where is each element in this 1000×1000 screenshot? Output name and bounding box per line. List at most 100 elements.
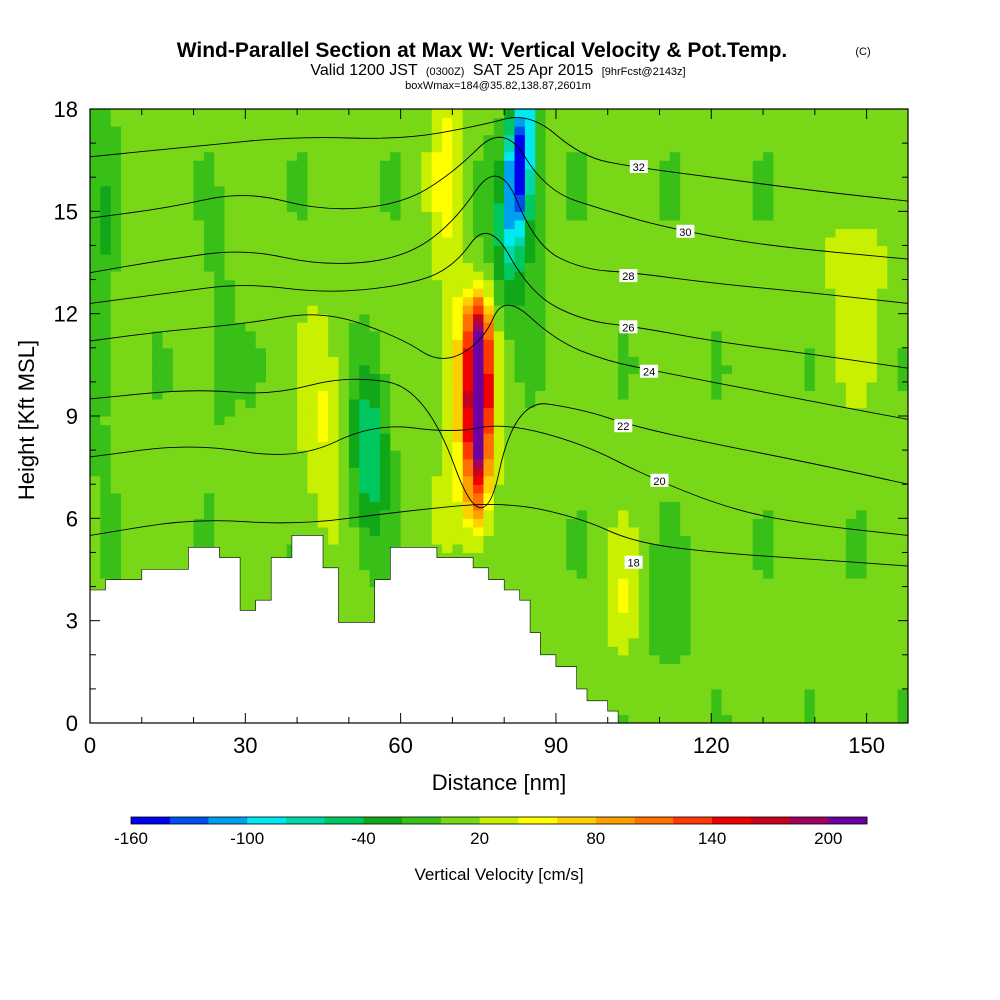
field-cell [359,373,371,383]
field-cell [379,560,391,571]
field-cell [172,202,184,212]
field-cell [473,126,485,136]
field-cell [783,680,795,690]
field-cell [121,475,133,485]
field-cell [524,441,536,451]
field-cell [794,467,806,477]
field-cell [700,126,712,136]
field-cell [297,202,309,212]
field-cell [90,194,101,204]
field-cell [555,339,567,349]
field-cell [618,637,630,647]
field-cell [286,262,298,272]
field-cell [514,373,526,383]
field-cell [110,177,122,187]
field-cell [483,143,495,153]
field-cell [255,501,267,511]
field-cell [297,407,309,417]
field-cell [649,202,661,212]
field-cell [524,356,536,366]
field-cell [162,211,174,221]
field-cell [410,458,422,468]
field-cell [100,185,112,195]
field-cell [400,450,412,460]
field-cell [297,339,309,349]
field-cell [348,543,360,554]
field-cell [607,654,619,664]
field-cell [431,373,443,383]
field-cell [255,143,267,153]
field-cell [680,654,692,664]
field-cell [442,492,453,502]
field-cell [752,117,764,127]
field-cell [649,330,661,340]
field-cell [773,398,785,409]
field-cell [90,271,101,281]
field-cell [628,424,640,434]
field-cell [566,211,578,221]
field-cell [731,109,743,119]
field-cell [390,288,402,298]
field-cell [752,492,764,502]
field-cell [452,245,464,255]
field-cell [276,526,288,536]
field-cell [535,416,547,426]
field-cell [618,450,630,460]
field-cell [224,305,236,315]
field-cell [348,271,360,281]
field-cell [721,117,733,127]
field-cell [234,202,246,212]
field-cell [193,228,205,238]
field-cell [359,450,371,460]
field-cell [649,586,661,596]
field-cell [659,467,671,477]
field-cell [442,296,453,306]
field-cell [214,509,226,519]
field-cell [234,501,246,511]
field-cell [504,177,516,187]
field-cell [504,424,516,434]
field-cell [462,126,474,136]
field-cell [597,202,609,212]
field-cell [317,424,329,434]
field-cell [307,126,319,136]
field-cell [172,117,184,127]
field-cell [690,552,702,562]
field-cell [90,364,101,374]
field-cell [400,288,412,298]
field-cell [431,134,443,144]
field-cell [245,330,257,340]
field-cell [266,305,277,315]
field-cell [680,313,692,323]
field-cell [152,492,164,502]
field-cell [400,501,412,511]
field-cell [493,356,505,366]
field-cell [214,526,226,536]
field-cell [659,424,671,434]
field-cell [410,202,422,212]
field-cell [410,347,422,357]
field-cell [224,262,236,272]
field-cell [338,373,350,383]
field-cell [317,364,329,374]
field-cell [483,117,495,127]
field-cell [638,202,650,212]
field-cell [266,475,277,485]
field-cell [141,484,153,494]
field-cell [110,211,122,221]
field-cell [276,245,288,255]
field-cell [193,484,205,494]
field-cell [110,185,122,195]
field-cell [390,458,402,468]
field-cell [773,629,785,639]
field-cell [307,492,319,502]
field-cell [597,526,609,536]
field-cell [141,458,153,468]
field-cell [452,407,464,417]
field-cell [763,194,774,204]
field-cell [555,151,567,161]
field-cell [566,296,578,306]
field-cell [390,484,402,494]
field-cell [566,586,578,596]
field-cell [555,552,567,562]
